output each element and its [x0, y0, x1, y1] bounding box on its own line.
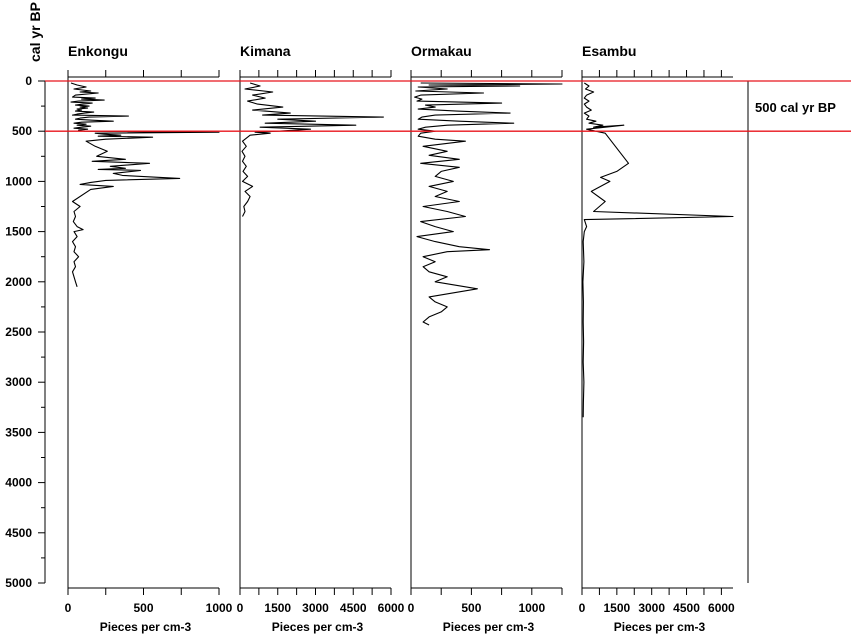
- series-line: [414, 82, 563, 326]
- x-tick-label: 500: [461, 601, 481, 615]
- y-tick-label: 5000: [5, 576, 32, 590]
- y-tick-label: 1000: [5, 174, 32, 188]
- x-tick-label: 6000: [378, 601, 405, 615]
- series-line: [582, 82, 734, 418]
- x-tick-label: 1000: [206, 601, 233, 615]
- x-tick-label: 4500: [673, 601, 700, 615]
- y-tick-label: 4500: [5, 526, 32, 540]
- x-axis-label: Pieces per cm-3: [100, 620, 192, 634]
- y-axis-ticks: 0 500 1000 1500 2000 2500 3000 3500 4000 4500 5000: [5, 74, 46, 590]
- x-tick-label: 1000: [518, 601, 545, 615]
- panel-enkongu: Enkongu 0 500 1000 Pieces per cm-3: [65, 43, 233, 634]
- y-tick-label: 3500: [5, 425, 32, 439]
- panels: Enkongu 0 500 1000 Pieces per cm-3 Kimana 0 150…: [65, 43, 749, 634]
- x-tick-label: 3000: [302, 601, 329, 615]
- reference-line-label: 500 cal yr BP: [755, 100, 836, 115]
- panel-kimana: Kimana 0 1500 3000 4500 6000 Pieces per cm-3: [237, 43, 405, 634]
- y-axis-label: cal yr BP: [27, 2, 43, 62]
- x-axis-label: Pieces per cm-3: [272, 620, 364, 634]
- x-axis-label: Pieces per cm-3: [614, 620, 706, 634]
- panel-title: Enkongu: [68, 43, 128, 59]
- panel-title: Kimana: [240, 43, 291, 59]
- reference-lines: [45, 80, 851, 132]
- series-line: [70, 82, 220, 287]
- x-tick-label: 0: [65, 601, 72, 615]
- x-tick-label: 4500: [340, 601, 367, 615]
- panel-title: Esambu: [582, 43, 636, 59]
- series-line: [241, 82, 384, 217]
- x-tick-label: 3000: [638, 601, 665, 615]
- x-tick-label: 0: [237, 601, 244, 615]
- y-tick-label: 0: [25, 74, 32, 88]
- y-tick-label: 500: [12, 124, 32, 138]
- y-tick-label: 2500: [5, 325, 32, 339]
- panel-ormakau: Ormakau 0 500 1000 Pieces per cm-3: [408, 43, 563, 634]
- x-tick-label: 0: [408, 601, 415, 615]
- x-tick-label: 6000: [708, 601, 735, 615]
- y-tick-label: 3000: [5, 375, 32, 389]
- x-tick-label: 1500: [264, 601, 291, 615]
- y-tick-label: 2000: [5, 275, 32, 289]
- y-tick-label: 4000: [5, 476, 32, 490]
- panel-title: Ormakau: [411, 43, 472, 59]
- x-axis-label: Pieces per cm-3: [443, 620, 535, 634]
- x-tick-label: 0: [579, 601, 586, 615]
- x-tick-label: 1500: [603, 601, 630, 615]
- y-tick-label: 1500: [5, 225, 32, 239]
- x-tick-label: 500: [133, 601, 153, 615]
- y-axis: cal yr BP 0 500 1000 1500 2000 2500 3000 3500 40…: [5, 2, 46, 590]
